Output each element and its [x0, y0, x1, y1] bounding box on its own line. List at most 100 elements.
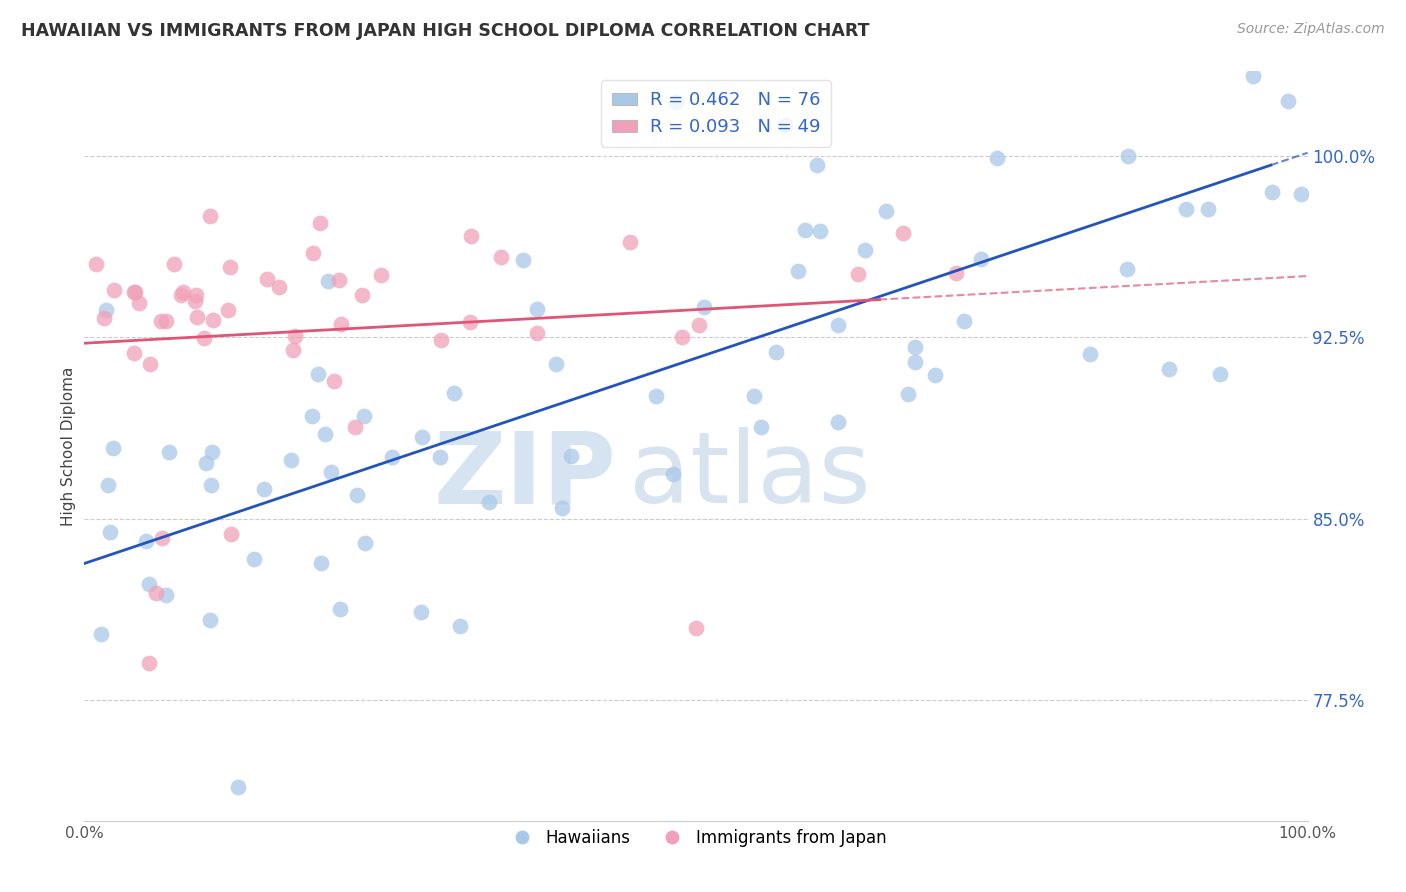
Point: [685, 621, 707, 635]
Point: [544, 357, 567, 371]
Point: [1001, 12, 1024, 27]
Point: [945, 266, 967, 280]
Point: [90, 626, 112, 640]
Point: [1260, 186, 1282, 200]
Point: [449, 619, 471, 633]
Point: [186, 288, 208, 302]
Point: [1116, 149, 1139, 163]
Point: [217, 302, 239, 317]
Point: [96, 302, 118, 317]
Y-axis label: High School Diploma: High School Diploma: [60, 367, 76, 525]
Text: atlas: atlas: [628, 427, 870, 524]
Point: [1241, 69, 1264, 83]
Point: [765, 345, 787, 359]
Point: [198, 613, 221, 627]
Point: [163, 257, 186, 271]
Text: HAWAIIAN VS IMMIGRANTS FROM JAPAN HIGH SCHOOL DIPLOMA CORRELATION CHART: HAWAIIAN VS IMMIGRANTS FROM JAPAN HIGH S…: [21, 22, 869, 40]
Point: [526, 326, 548, 340]
Point: [1174, 202, 1197, 216]
Point: [662, 467, 685, 481]
Point: [269, 280, 291, 294]
Point: [124, 285, 146, 299]
Point: [411, 605, 433, 619]
Point: [280, 453, 302, 467]
Point: [897, 387, 920, 401]
Point: [443, 386, 465, 401]
Point: [307, 368, 329, 382]
Point: [460, 228, 482, 243]
Point: [827, 415, 849, 429]
Point: [665, 95, 688, 110]
Text: ZIP: ZIP: [433, 427, 616, 524]
Point: [1116, 262, 1139, 277]
Point: [904, 340, 927, 354]
Point: [343, 420, 366, 434]
Point: [1277, 95, 1299, 109]
Point: [786, 264, 808, 278]
Point: [619, 235, 641, 250]
Point: [924, 368, 946, 382]
Point: [1197, 202, 1219, 216]
Point: [186, 310, 208, 325]
Point: [853, 243, 876, 257]
Point: [193, 331, 215, 345]
Point: [314, 427, 336, 442]
Point: [411, 430, 433, 444]
Point: [283, 328, 305, 343]
Point: [560, 449, 582, 463]
Point: [200, 477, 222, 491]
Point: [155, 588, 177, 602]
Point: [370, 268, 392, 282]
Point: [122, 346, 145, 360]
Point: [98, 524, 121, 539]
Point: [302, 246, 325, 260]
Point: [139, 357, 162, 371]
Point: [252, 483, 274, 497]
Point: [93, 310, 115, 325]
Point: [875, 204, 897, 219]
Point: [458, 315, 481, 329]
Point: [429, 450, 451, 464]
Point: [329, 602, 352, 616]
Point: [1289, 187, 1312, 202]
Point: [1157, 362, 1180, 376]
Point: [1247, 40, 1270, 54]
Point: [346, 488, 368, 502]
Point: [138, 577, 160, 591]
Point: [986, 151, 1008, 165]
Point: [226, 780, 249, 794]
Point: [489, 250, 512, 264]
Point: [688, 318, 710, 332]
Text: Source: ZipAtlas.com: Source: ZipAtlas.com: [1237, 22, 1385, 37]
Point: [381, 450, 404, 464]
Point: [328, 273, 350, 287]
Point: [353, 409, 375, 423]
Point: [135, 534, 157, 549]
Point: [150, 314, 173, 328]
Point: [155, 313, 177, 327]
Point: [969, 252, 991, 267]
Point: [97, 477, 120, 491]
Point: [145, 586, 167, 600]
Point: [256, 271, 278, 285]
Point: [904, 355, 927, 369]
Point: [671, 330, 693, 344]
Point: [846, 268, 869, 282]
Legend: Hawaiians, Immigrants from Japan: Hawaiians, Immigrants from Japan: [499, 822, 893, 854]
Point: [150, 531, 173, 545]
Point: [316, 275, 339, 289]
Point: [194, 456, 217, 470]
Point: [1080, 347, 1102, 361]
Point: [301, 409, 323, 424]
Point: [128, 296, 150, 310]
Point: [354, 536, 377, 550]
Point: [794, 223, 817, 237]
Point: [891, 226, 914, 240]
Point: [200, 209, 222, 223]
Point: [170, 287, 193, 301]
Point: [309, 557, 332, 571]
Point: [350, 287, 373, 301]
Point: [218, 260, 240, 274]
Point: [323, 375, 346, 389]
Point: [330, 317, 353, 331]
